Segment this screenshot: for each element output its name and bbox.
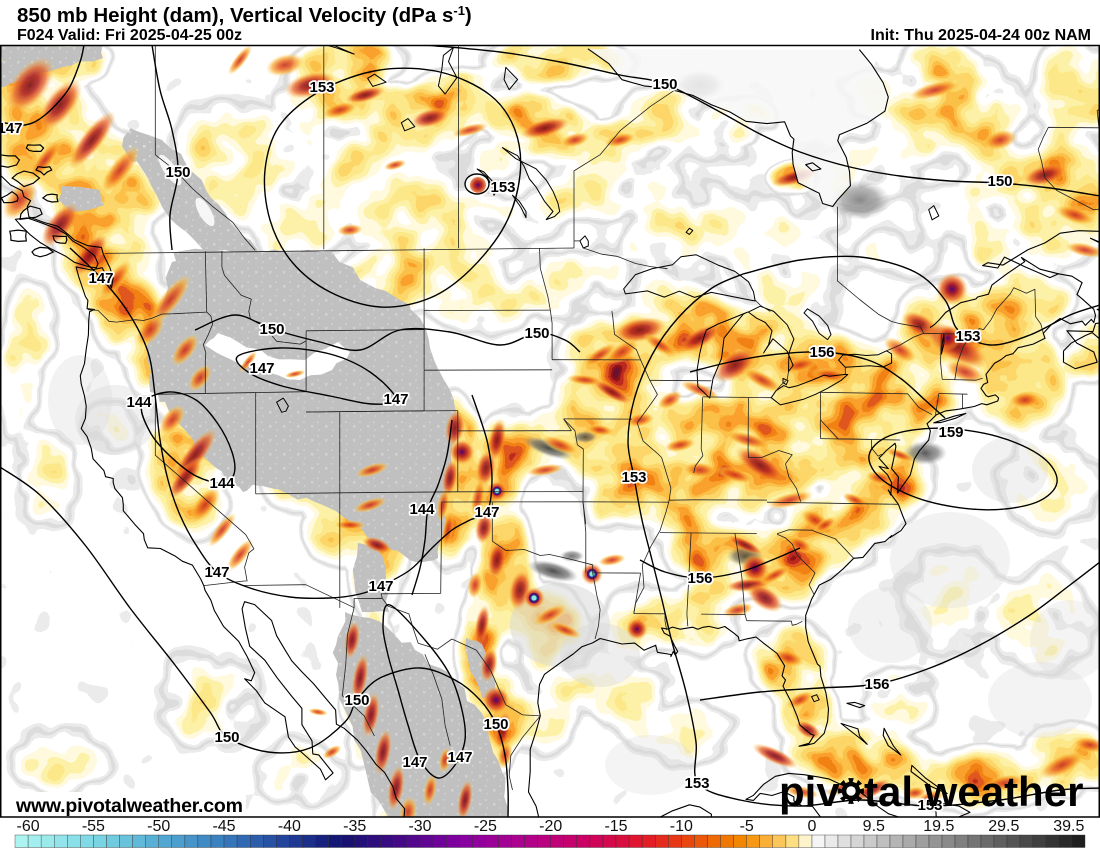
svg-text:-35: -35 xyxy=(343,818,366,835)
svg-text:147: 147 xyxy=(447,749,472,766)
svg-text:147: 147 xyxy=(88,270,113,287)
svg-text:153: 153 xyxy=(955,328,980,345)
svg-text:tal weather: tal weather xyxy=(864,768,1083,815)
svg-text:-10: -10 xyxy=(670,818,693,835)
svg-text:-5: -5 xyxy=(740,818,754,835)
svg-text:850 mb Height (dam), Vertical: 850 mb Height (dam), Vertical Velocity (… xyxy=(17,3,472,28)
svg-text:153: 153 xyxy=(490,179,515,196)
svg-text:153: 153 xyxy=(917,797,942,814)
svg-text:9.5: 9.5 xyxy=(863,818,885,835)
svg-text:144: 144 xyxy=(209,475,235,492)
svg-text:F024 Valid: Fri 2025-04-25 00z: F024 Valid: Fri 2025-04-25 00z xyxy=(17,27,242,44)
svg-text:39.5: 39.5 xyxy=(1053,818,1084,835)
svg-text:19.5: 19.5 xyxy=(923,818,954,835)
svg-text:153: 153 xyxy=(309,79,334,96)
svg-text:-20: -20 xyxy=(539,818,562,835)
svg-text:-25: -25 xyxy=(474,818,497,835)
svg-text:156: 156 xyxy=(809,344,834,361)
svg-text:-15: -15 xyxy=(604,818,627,835)
svg-text:150: 150 xyxy=(483,716,508,733)
svg-text:-45: -45 xyxy=(212,818,235,835)
svg-text:156: 156 xyxy=(687,570,712,587)
svg-text:0: 0 xyxy=(808,818,817,835)
svg-text:www.pivotalweather.com: www.pivotalweather.com xyxy=(15,795,243,817)
svg-text:150: 150 xyxy=(344,692,369,709)
svg-text:-50: -50 xyxy=(147,818,170,835)
svg-text:Init: Thu 2025-04-24 00z NAM: Init: Thu 2025-04-24 00z NAM xyxy=(871,27,1092,44)
svg-text:150: 150 xyxy=(259,321,284,338)
svg-text:150: 150 xyxy=(165,164,190,181)
svg-text:150: 150 xyxy=(524,325,549,342)
svg-text:piv: piv xyxy=(779,768,840,815)
svg-text:29.5: 29.5 xyxy=(988,818,1019,835)
svg-text:-40: -40 xyxy=(278,818,301,835)
svg-text:153: 153 xyxy=(684,775,709,792)
svg-text:144: 144 xyxy=(409,501,435,518)
svg-text:150: 150 xyxy=(987,173,1012,190)
svg-text:150: 150 xyxy=(214,729,239,746)
svg-text:-30: -30 xyxy=(408,818,431,835)
svg-text:147: 147 xyxy=(474,504,499,521)
svg-text:150: 150 xyxy=(652,76,677,93)
svg-text:-60: -60 xyxy=(17,818,40,835)
svg-text:147: 147 xyxy=(368,578,393,595)
svg-text:-55: -55 xyxy=(82,818,105,835)
svg-text:144: 144 xyxy=(126,394,152,411)
svg-text:153: 153 xyxy=(621,469,646,486)
svg-text:147: 147 xyxy=(0,120,23,137)
svg-text:147: 147 xyxy=(383,391,408,408)
svg-text:147: 147 xyxy=(204,564,229,581)
svg-text:159: 159 xyxy=(938,424,963,441)
svg-text:147: 147 xyxy=(402,754,427,771)
svg-text:147: 147 xyxy=(249,360,274,377)
svg-text:156: 156 xyxy=(864,676,889,693)
